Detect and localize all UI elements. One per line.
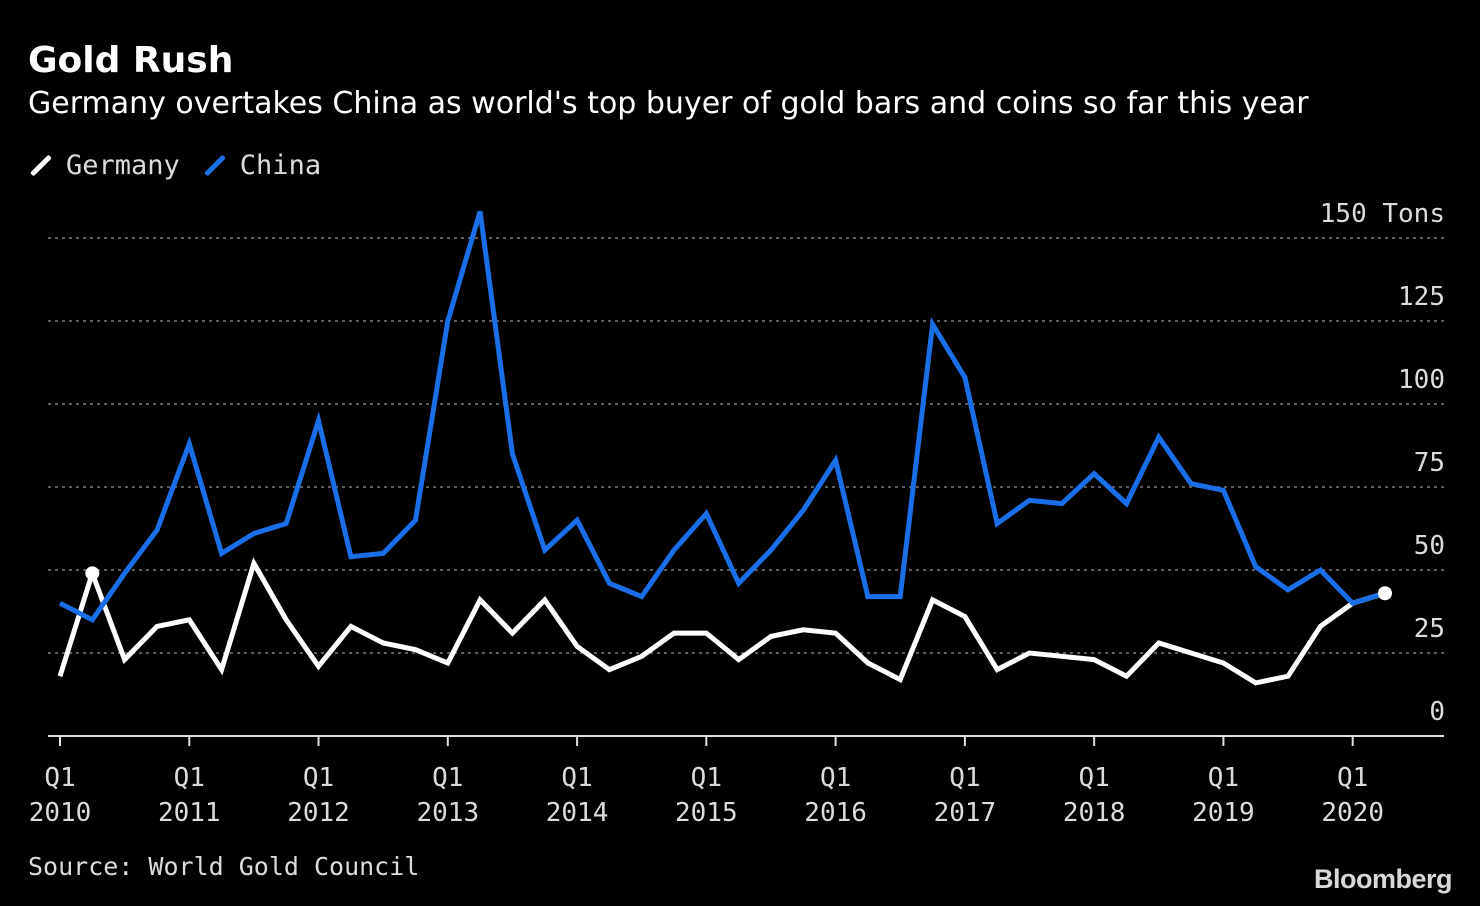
x-tick-year-2010: 2010 [29,798,92,828]
y-tick-label-50: 50 [1414,531,1445,561]
x-tick-quarter-2015: Q1 [691,763,722,793]
x-tick-quarter-2017: Q1 [949,763,980,793]
legend-label-china: China [239,150,322,181]
x-tick-year-2018: 2018 [1063,798,1126,828]
x-tick-year-2014: 2014 [546,798,609,828]
marker-germany-2010-q2 [85,566,100,581]
y-tick-label-150: 150 Tons [1320,199,1445,229]
x-tick-year-2012: 2012 [287,798,350,828]
x-tick-quarter-2011: Q1 [174,763,205,793]
x-tick-year-2013: 2013 [416,798,479,828]
legend-item-china: China [202,150,321,181]
legend-item-germany: Germany [28,150,180,181]
x-tick-year-2019: 2019 [1192,798,1255,828]
y-tick-label-75: 75 [1414,448,1445,478]
legend: Germany China [28,150,343,181]
bloomberg-logo: Bloomberg [1313,864,1453,894]
y-tick-label-25: 25 [1414,614,1445,644]
x-tick-quarter-2016: Q1 [820,763,851,793]
x-tick-quarter-2013: Q1 [432,763,463,793]
x-tick-quarter-2019: Q1 [1208,763,1239,793]
x-tick-year-2017: 2017 [934,798,997,828]
x-tick-quarter-2018: Q1 [1078,763,1109,793]
x-tick-year-2016: 2016 [804,798,867,828]
x-tick-year-2011: 2011 [158,798,221,828]
source-note: Source: World Gold Council [28,852,420,881]
legend-label-germany: Germany [66,150,180,181]
y-tick-label-100: 100 [1398,365,1445,395]
x-tick-quarter-2014: Q1 [561,763,592,793]
chart-title: Gold Rush [28,40,234,81]
x-tick-quarter-2012: Q1 [303,763,334,793]
marker-latest-2020-q2 [1378,586,1392,601]
series-line-germany [57,557,1386,686]
x-tick-quarter-2010: Q1 [44,763,75,793]
chart-subtitle: Germany overtakes China as world's top b… [28,86,1309,121]
x-tick-quarter-2020: Q1 [1337,763,1368,793]
y-tick-label-125: 125 [1398,282,1445,312]
y-tick-label-0: 0 [1429,697,1445,727]
series-line-china [58,210,1386,624]
x-tick-year-2020: 2020 [1321,798,1384,828]
x-tick-year-2015: 2015 [675,798,738,828]
